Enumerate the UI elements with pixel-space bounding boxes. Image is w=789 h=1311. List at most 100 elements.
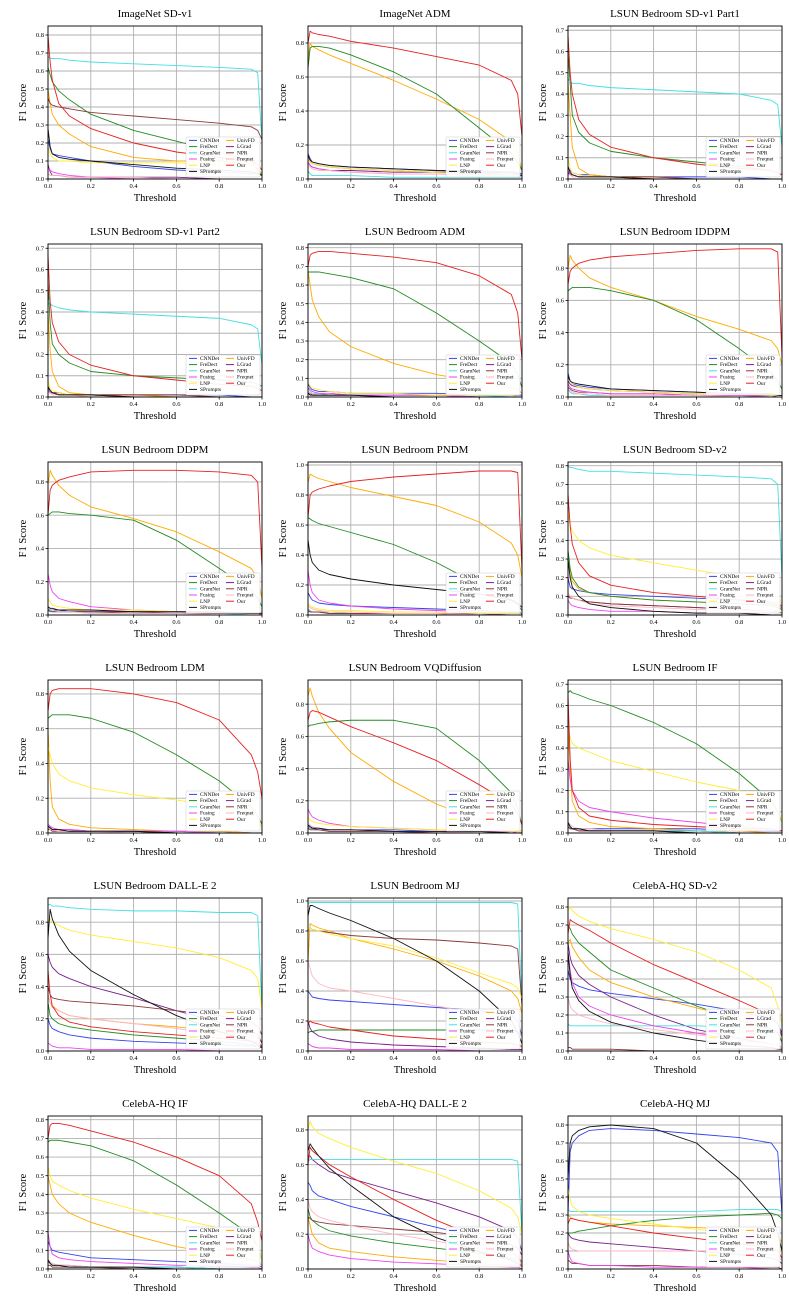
y-tick-label: 0.1 [556, 594, 564, 601]
plot-frame [47, 897, 263, 1052]
x-axis-label: Threshold [134, 629, 177, 640]
series-line-gramnet [567, 78, 783, 148]
x-tick-label: 1.0 [518, 183, 526, 190]
legend-label-univfd: UnivFD [757, 792, 775, 798]
legend-label-sprompts: SPrompts [460, 823, 481, 829]
series-line-cnndet [567, 1128, 783, 1216]
y-axis-label: F1 Score [18, 737, 29, 775]
legend-label-fusing: Fusing [460, 593, 475, 599]
x-tick-label: 0.6 [692, 1055, 701, 1062]
x-axis-label: Threshold [394, 193, 437, 204]
x-tick-label: 0.6 [172, 401, 181, 408]
y-tick-label: 0.0 [296, 830, 304, 837]
x-axis-label: Threshold [134, 193, 177, 204]
y-tick-label: 0.2 [36, 579, 44, 586]
legend-label-our: Our [757, 817, 766, 823]
legend-label-freqnet: Freqnet [237, 1029, 254, 1035]
legend-label-lnp: LNP [460, 599, 470, 605]
legend-label-npr: NPR [237, 368, 248, 374]
chart-title: CelebA-HQ IF [122, 1098, 188, 1110]
y-tick-label: 0.2 [36, 1016, 44, 1023]
y-tick-label: 1.0 [296, 898, 304, 905]
legend-label-fredect: FreDect [460, 362, 478, 368]
legend-label-univfd: UnivFD [497, 356, 515, 362]
y-tick-label: 0.6 [296, 74, 305, 81]
x-axis-label: Threshold [134, 1065, 177, 1076]
legend-label-sprompts: SPrompts [460, 169, 481, 175]
legend-label-npr: NPR [497, 1022, 508, 1028]
x-tick-label: 0.8 [215, 619, 223, 626]
x-tick-label: 0.8 [475, 401, 483, 408]
y-axis-label: F1 Score [278, 519, 289, 557]
series-line-gramnet [307, 170, 522, 178]
legend-label-cnndet: CNNDet [460, 356, 480, 362]
legend-label-lgrad: LGrad [497, 1234, 511, 1240]
legend-label-cnndet: CNNDet [720, 1010, 740, 1016]
series-line-our [47, 1123, 263, 1242]
legend-label-lgrad: LGrad [497, 362, 511, 368]
legend-label-lnp: LNP [460, 1253, 470, 1259]
x-tick-label: 1.0 [518, 1055, 526, 1062]
legend-label-gramnet: GramNet [460, 1022, 481, 1028]
x-tick-label: 0.2 [347, 183, 355, 190]
chart-5: LSUN Bedroom ADM 0.0 0.2 0.4 0.6 0.8 1.0 0.0 0.1… [278, 226, 526, 422]
legend-label-our: Our [757, 1035, 766, 1041]
y-tick-label: 0.2 [556, 788, 564, 795]
x-axis-label: Threshold [654, 1065, 697, 1076]
y-axis-label: F1 Score [18, 301, 29, 339]
y-tick-label: 0.2 [36, 1229, 44, 1236]
x-tick-label: 1.0 [778, 1273, 786, 1280]
x-tick-label: 1.0 [258, 1055, 266, 1062]
y-tick-label: 0.5 [36, 1173, 44, 1180]
y-tick-label: 0.6 [556, 1158, 565, 1165]
y-tick-label: 0.7 [556, 482, 565, 489]
legend-box [185, 354, 261, 396]
y-tick-label: 0.4 [36, 761, 45, 768]
y-tick-label: 0.6 [296, 282, 305, 289]
x-tick-label: 1.0 [518, 837, 526, 844]
x-tick-label: 0.0 [304, 183, 312, 190]
legend-label-lnp: LNP [720, 1253, 730, 1259]
legend-label-lgrad: LGrad [757, 144, 771, 150]
y-tick-label: 0.2 [556, 134, 564, 141]
chart-15: CelebA-HQ SD-v2 0.0 0.2 0.4 0.6 0.8 1.0 0.0 0.1 0… [538, 880, 786, 1076]
y-tick-label: 0.6 [556, 298, 565, 305]
legend-label-univfd: UnivFD [497, 138, 515, 144]
legend-label-fusing: Fusing [460, 1247, 475, 1253]
y-axis-label: F1 Score [278, 1173, 289, 1211]
y-tick-label: 0.6 [296, 1162, 305, 1169]
x-tick-label: 0.6 [172, 1055, 181, 1062]
x-tick-label: 0.2 [607, 183, 615, 190]
plot-frame [567, 25, 783, 180]
chart-7: LSUN Bedroom DDPM 0.0 0.2 0.4 0.6 0.8 1.0 0.0 0.… [18, 444, 266, 640]
x-tick-label: 0.4 [130, 183, 139, 190]
series-line-gramnet [307, 1159, 523, 1235]
chart-10: LSUN Bedroom LDM 0.0 0.2 0.4 0.6 0.8 1.0 0.0 0.2… [18, 662, 266, 858]
legend-label-lnp: LNP [720, 163, 730, 169]
x-tick-label: 0.8 [475, 1273, 483, 1280]
y-tick-label: 0.4 [36, 309, 45, 316]
x-tick-label: 0.6 [432, 619, 441, 626]
legend-label-univfd: UnivFD [757, 1228, 775, 1234]
x-tick-label: 0.4 [650, 619, 659, 626]
legend-label-freqnet: Freqnet [237, 1247, 254, 1253]
x-tick-label: 0.2 [87, 183, 95, 190]
legend: CNNDet UnivFD FreDect LGrad GramNet NPR Fusing… [445, 136, 521, 178]
legend-label-cnndet: CNNDet [200, 792, 220, 798]
legend-label-gramnet: GramNet [720, 586, 741, 592]
legend-label-lnp: LNP [720, 381, 730, 387]
y-tick-label: 0.8 [36, 919, 44, 926]
y-tick-label: 0.7 [296, 264, 305, 271]
chart-4: LSUN Bedroom SD-v1 Part2 0.0 0.2 0.4 0.6 0.8 1… [18, 226, 266, 422]
y-axis-label: F1 Score [18, 83, 29, 121]
y-tick-label: 0.7 [556, 922, 565, 929]
x-tick-label: 0.0 [44, 401, 52, 408]
x-tick-label: 0.4 [390, 183, 399, 190]
legend-label-our: Our [757, 599, 766, 605]
legend-label-fusing: Fusing [720, 157, 735, 163]
legend-label-sprompts: SPrompts [200, 169, 221, 175]
y-tick-label: 0.8 [36, 479, 44, 486]
chart-3: LSUN Bedroom SD-v1 Part1 0.0 0.2 0.4 0.6 0.8 1… [538, 8, 786, 204]
x-tick-label: 0.4 [650, 401, 659, 408]
legend-label-gramnet: GramNet [200, 804, 221, 810]
